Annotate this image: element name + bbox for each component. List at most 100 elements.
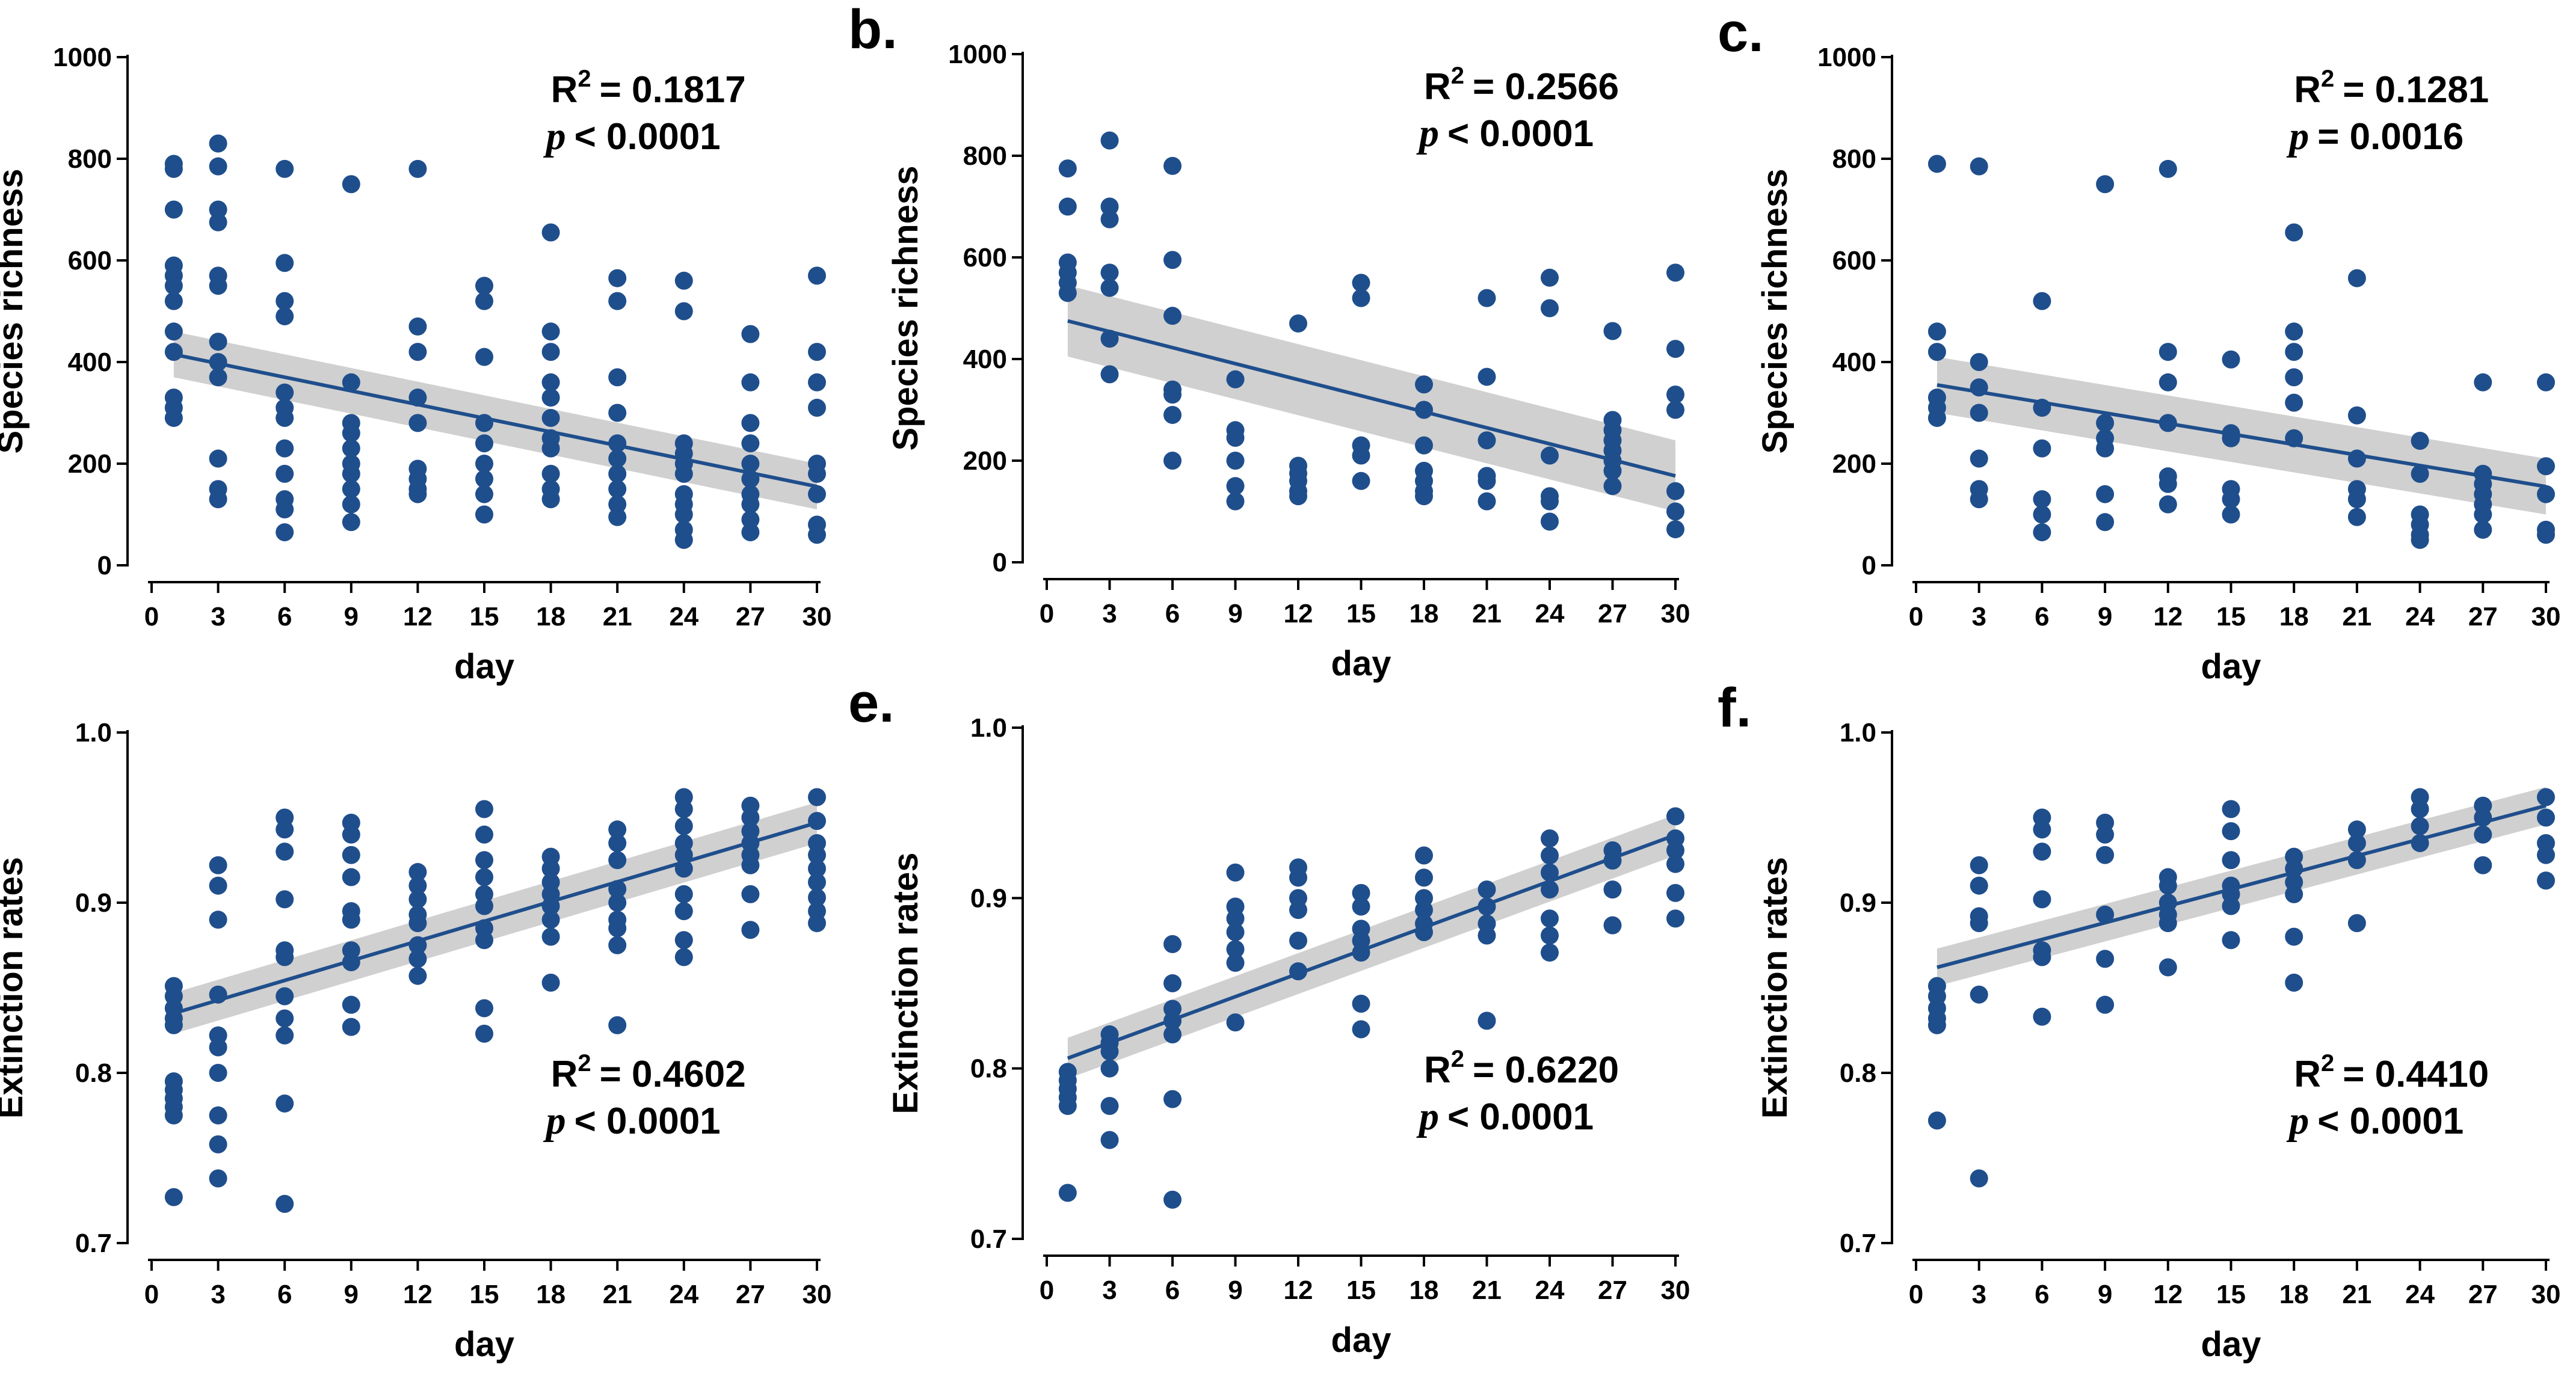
data-point bbox=[2537, 526, 2555, 544]
data-point bbox=[276, 383, 294, 402]
data-point bbox=[2411, 464, 2429, 483]
y-tick-label: 600 bbox=[963, 243, 1007, 272]
x-tick-label: 15 bbox=[1346, 599, 1376, 628]
data-point bbox=[1352, 274, 1370, 292]
data-point bbox=[2222, 350, 2240, 369]
data-point bbox=[1666, 401, 1684, 419]
data-point bbox=[1415, 901, 1433, 920]
data-point bbox=[1415, 375, 1433, 394]
data-point bbox=[1927, 322, 1946, 341]
panel-label: d. bbox=[0, 677, 2, 738]
data-point bbox=[1970, 449, 1988, 468]
data-point bbox=[2474, 520, 2492, 539]
x-tick-label: 9 bbox=[1228, 599, 1242, 628]
data-point bbox=[608, 449, 627, 468]
data-point bbox=[164, 1016, 183, 1034]
data-point bbox=[2285, 927, 2303, 946]
data-point bbox=[276, 254, 294, 272]
data-point bbox=[1100, 263, 1119, 282]
data-point bbox=[674, 800, 693, 818]
data-point bbox=[2033, 948, 2051, 966]
data-point bbox=[1226, 923, 1245, 941]
x-tick-label: 3 bbox=[1971, 602, 1986, 631]
p-symbol: p bbox=[2286, 1099, 2309, 1143]
y-tick-label: 0 bbox=[993, 548, 1007, 577]
x-tick-label: 9 bbox=[344, 1280, 359, 1309]
p-value-label: p < 0.0001 bbox=[2286, 1099, 2464, 1143]
data-point bbox=[2285, 885, 2303, 903]
x-tick-label: 27 bbox=[1598, 1276, 1627, 1305]
data-point bbox=[2158, 876, 2177, 895]
data-point bbox=[1226, 370, 1245, 388]
data-point bbox=[1289, 314, 1307, 333]
data-point bbox=[674, 505, 693, 524]
data-point bbox=[608, 851, 627, 870]
y-axis-title: Extinction rates bbox=[886, 852, 925, 1114]
data-point bbox=[808, 526, 826, 544]
data-point bbox=[342, 439, 360, 458]
data-point bbox=[209, 490, 227, 509]
data-point bbox=[1541, 492, 1559, 511]
data-point bbox=[808, 812, 826, 831]
y-tick-label: 0.9 bbox=[970, 883, 1007, 913]
r-squared-label: R2 = 0.2566 bbox=[1424, 63, 1619, 108]
y-axis-title: Species richness bbox=[0, 169, 30, 454]
x-tick-label: 24 bbox=[2405, 1280, 2435, 1309]
data-point bbox=[475, 851, 493, 870]
data-point bbox=[342, 175, 360, 194]
p-value-label: p < 0.0001 bbox=[543, 114, 721, 158]
x-tick-label: 30 bbox=[803, 602, 832, 631]
y-tick-label: 800 bbox=[963, 141, 1007, 171]
data-point bbox=[1541, 880, 1559, 899]
x-tick-label: 9 bbox=[1228, 1276, 1242, 1305]
y-tick-label: 1000 bbox=[53, 43, 112, 72]
data-point bbox=[1352, 446, 1370, 465]
regression-line bbox=[1937, 803, 2547, 969]
x-tick-label: 27 bbox=[736, 1280, 765, 1309]
data-point bbox=[475, 868, 493, 886]
data-point bbox=[1058, 159, 1077, 178]
r-squared-value: = 0.1817 bbox=[600, 69, 746, 111]
data-point bbox=[1415, 846, 1433, 865]
r-squared-label: R2 = 0.4602 bbox=[551, 1050, 746, 1095]
data-point bbox=[808, 873, 826, 892]
data-point bbox=[1058, 284, 1077, 302]
data-point bbox=[164, 200, 183, 219]
data-point bbox=[541, 927, 560, 946]
x-tick-label: 15 bbox=[1346, 1276, 1376, 1305]
data-point bbox=[1541, 863, 1559, 882]
data-point bbox=[741, 325, 760, 343]
data-point bbox=[342, 868, 360, 886]
data-point bbox=[2285, 343, 2303, 361]
p-value: < 0.0001 bbox=[575, 116, 721, 158]
data-point bbox=[808, 888, 826, 907]
data-point bbox=[1352, 883, 1370, 902]
data-point bbox=[674, 464, 693, 483]
y-axis-title: Extinction rates bbox=[0, 857, 30, 1119]
panel-b: 0 200 400 600 800 1000 0 3 6 9 12 15 18 21 24 27 30 day Sp… bbox=[848, 0, 1690, 683]
x-tick-label: 12 bbox=[403, 1280, 433, 1309]
x-tick-label: 3 bbox=[211, 602, 225, 631]
data-point bbox=[1666, 385, 1684, 404]
panel-e: 0.7 0.8 0.9 1.0 0 3 6 9 12 15 18 21 24 27 30 day Extinct… bbox=[848, 672, 1690, 1360]
data-point bbox=[1478, 471, 1496, 490]
data-point bbox=[2411, 530, 2429, 549]
data-point bbox=[276, 843, 294, 861]
data-point bbox=[408, 876, 427, 895]
data-point bbox=[1226, 954, 1245, 972]
data-point bbox=[1478, 1012, 1496, 1030]
p-value-label: p < 0.0001 bbox=[1416, 1095, 1594, 1138]
r-squared-value: = 0.4410 bbox=[2343, 1054, 2489, 1095]
y-axis-title: Species richness bbox=[1755, 169, 1795, 454]
data-point bbox=[1226, 940, 1245, 959]
data-point bbox=[2411, 817, 2429, 835]
data-point bbox=[276, 987, 294, 1006]
data-point bbox=[2158, 159, 2177, 178]
x-tick-label: 15 bbox=[2216, 602, 2246, 631]
data-point bbox=[1927, 408, 1946, 427]
r-squared-value: = 0.6220 bbox=[1473, 1049, 1619, 1091]
data-point bbox=[475, 1024, 493, 1043]
data-point bbox=[164, 159, 183, 178]
data-point bbox=[209, 449, 227, 468]
x-axis-title: day bbox=[2201, 1325, 2261, 1364]
